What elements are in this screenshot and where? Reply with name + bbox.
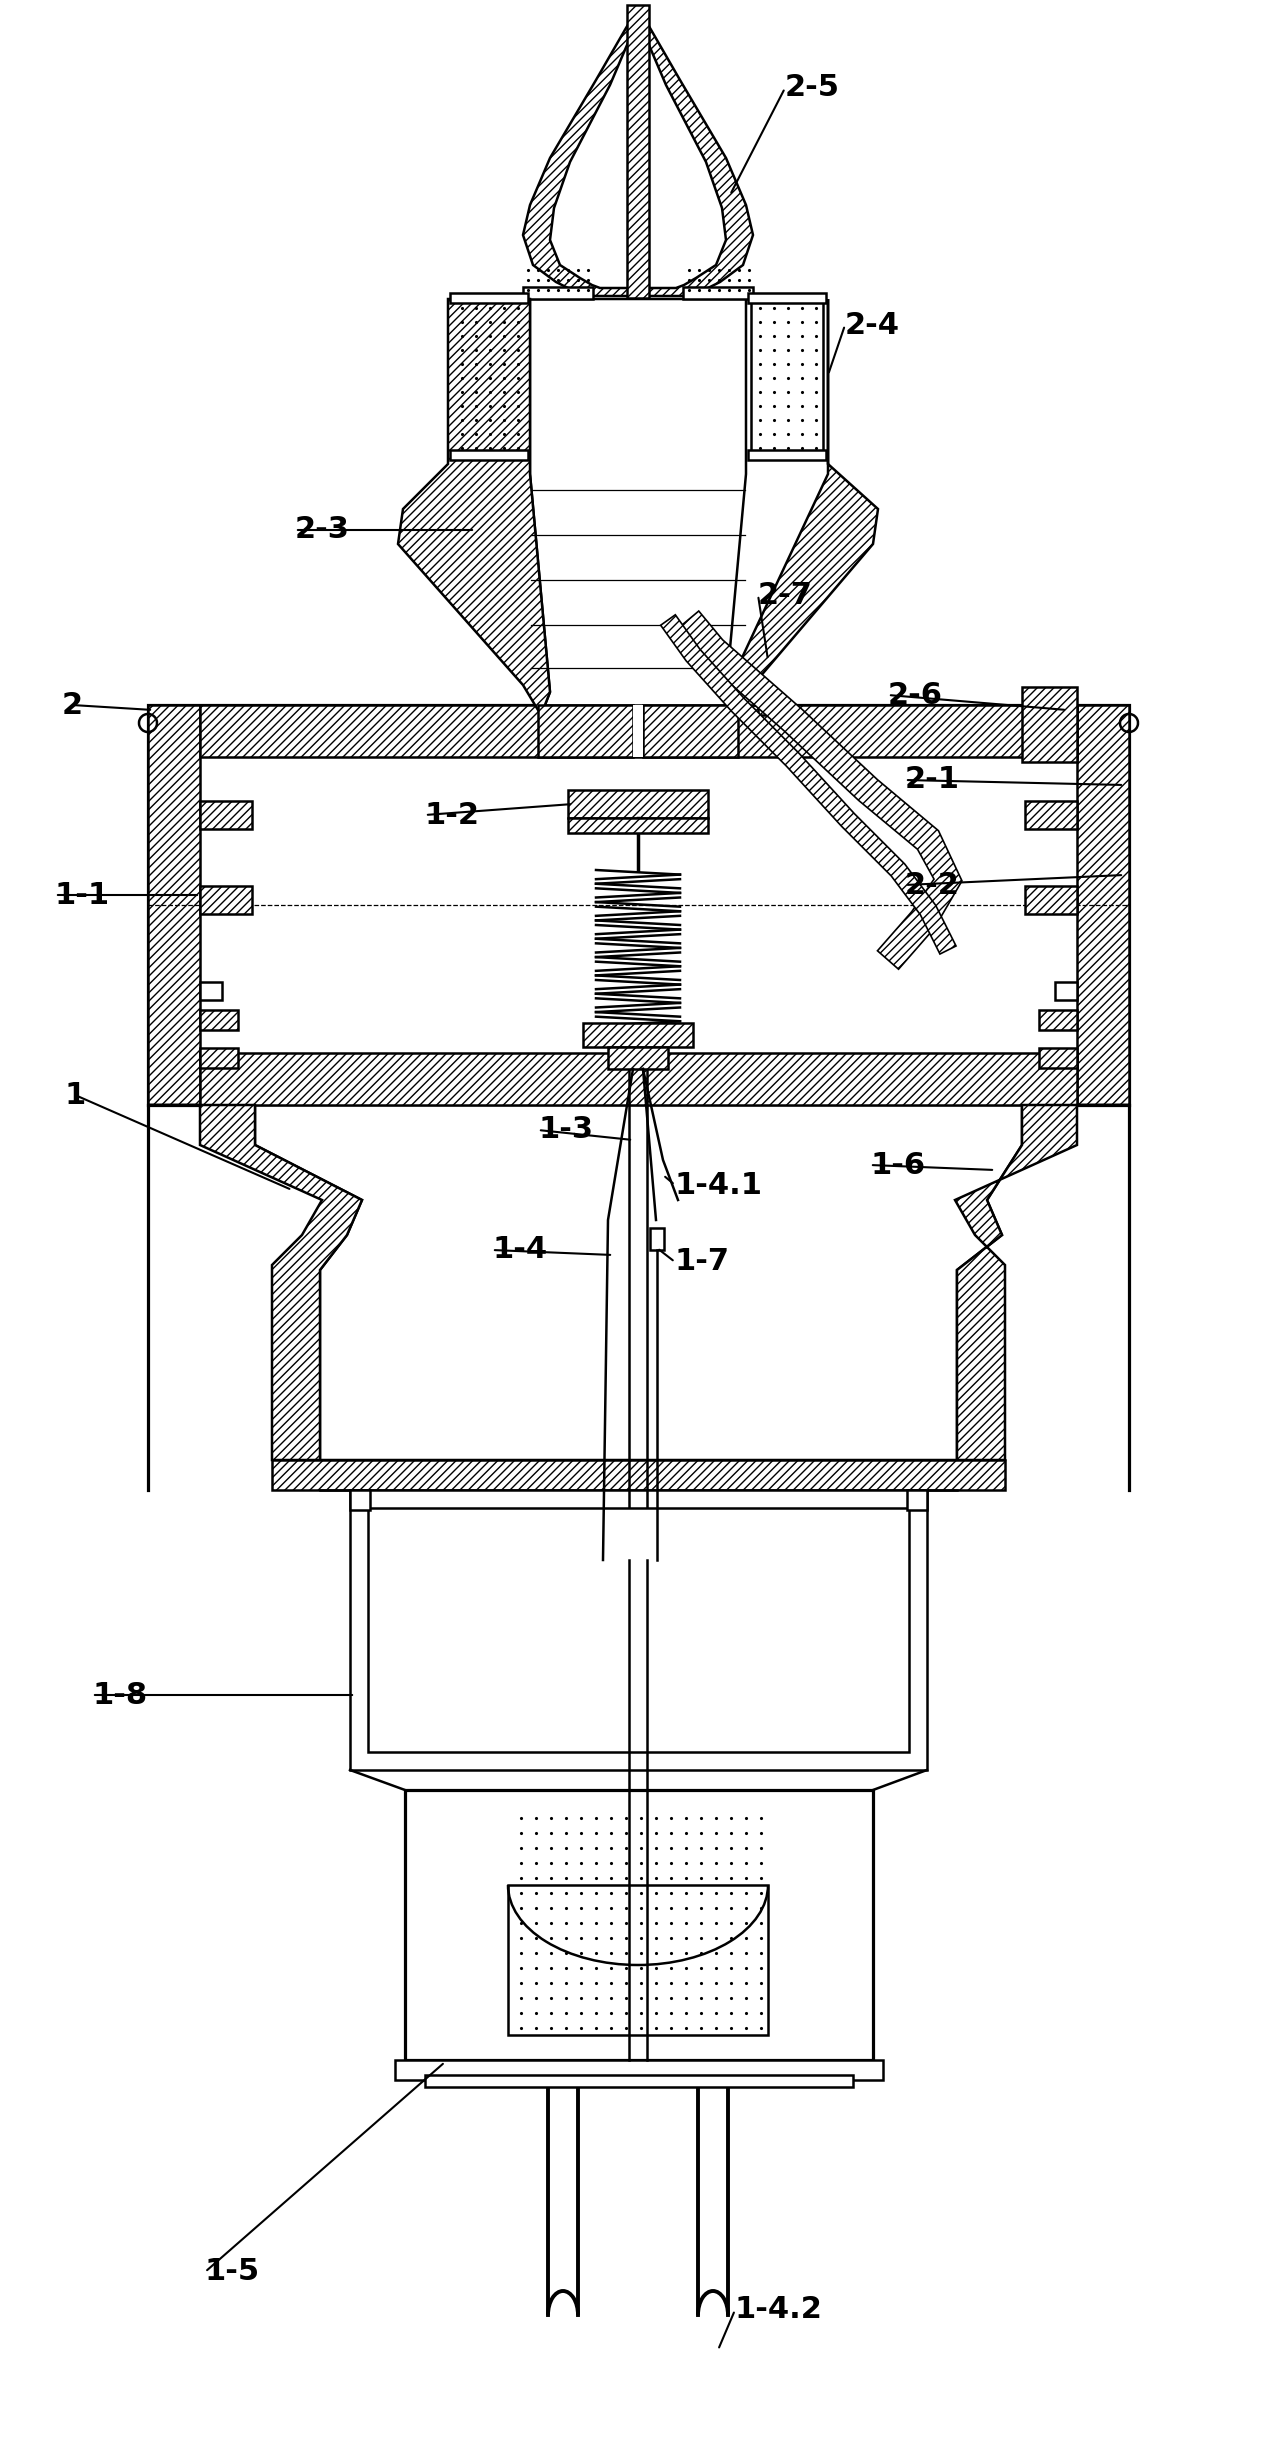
Bar (907, 1489, 927, 1511)
Polygon shape (398, 300, 550, 709)
Bar (450, 451, 527, 461)
Bar (633, 704, 644, 758)
Polygon shape (148, 1104, 361, 1460)
Polygon shape (530, 300, 746, 709)
Text: 1-3: 1-3 (538, 1116, 593, 1145)
Bar (608, 1048, 668, 1070)
Text: 1: 1 (64, 1080, 86, 1109)
Bar (200, 887, 252, 914)
Text: 1-4: 1-4 (492, 1236, 547, 1265)
Polygon shape (660, 614, 956, 953)
Bar (200, 1048, 238, 1067)
Text: 2-4: 2-4 (845, 309, 900, 339)
Polygon shape (550, 22, 727, 288)
Bar (1077, 704, 1129, 1104)
Bar (568, 819, 707, 833)
Text: 2-6: 2-6 (888, 680, 942, 709)
Bar (524, 288, 593, 300)
Bar (272, 1460, 1005, 1489)
Bar (453, 300, 525, 453)
Bar (683, 288, 753, 300)
Bar (395, 2059, 882, 2081)
Bar (508, 1884, 767, 2035)
Text: 1-4.1: 1-4.1 (676, 1170, 762, 1199)
Text: 2: 2 (61, 690, 83, 719)
Bar (1025, 802, 1077, 829)
Text: 1-7: 1-7 (676, 1248, 730, 1277)
Bar (584, 1024, 693, 1048)
Bar (568, 790, 707, 819)
Bar (350, 1489, 927, 1769)
Polygon shape (955, 1104, 1129, 1460)
Bar (644, 704, 738, 758)
Bar (650, 1228, 664, 1250)
Bar (350, 1489, 370, 1511)
Text: 2-3: 2-3 (295, 517, 350, 543)
Text: 2-2: 2-2 (905, 870, 960, 899)
Bar (751, 300, 822, 453)
Text: 2-1: 2-1 (905, 765, 960, 794)
Bar (450, 292, 527, 302)
Bar (1025, 887, 1077, 914)
Bar (200, 704, 1077, 758)
Bar (200, 1009, 238, 1031)
Text: 1-1: 1-1 (55, 880, 110, 909)
Bar (1039, 1048, 1077, 1067)
Bar (200, 982, 222, 999)
Bar (148, 704, 1129, 1104)
Polygon shape (733, 690, 767, 714)
Bar (425, 2074, 853, 2086)
Text: 1-6: 1-6 (870, 1150, 925, 1180)
Polygon shape (727, 300, 879, 709)
Bar (748, 451, 826, 461)
Polygon shape (524, 7, 753, 295)
Text: 1-8: 1-8 (92, 1682, 147, 1708)
Polygon shape (677, 612, 962, 970)
Bar (148, 704, 200, 1104)
Bar (627, 5, 649, 297)
Bar (200, 802, 252, 829)
Bar (1039, 1009, 1077, 1031)
Polygon shape (255, 1104, 1022, 1460)
Text: 1-2: 1-2 (425, 799, 480, 829)
Bar (748, 292, 826, 302)
Text: 1-4.2: 1-4.2 (736, 2296, 822, 2325)
Text: 1-5: 1-5 (206, 2257, 261, 2286)
Text: 2-7: 2-7 (759, 580, 813, 609)
Bar (405, 1791, 873, 2059)
Polygon shape (1022, 687, 1077, 763)
Text: 2-5: 2-5 (785, 73, 840, 102)
Bar (538, 704, 633, 758)
Bar (200, 1053, 1077, 1104)
Bar (1055, 982, 1077, 999)
Bar (368, 1509, 909, 1752)
